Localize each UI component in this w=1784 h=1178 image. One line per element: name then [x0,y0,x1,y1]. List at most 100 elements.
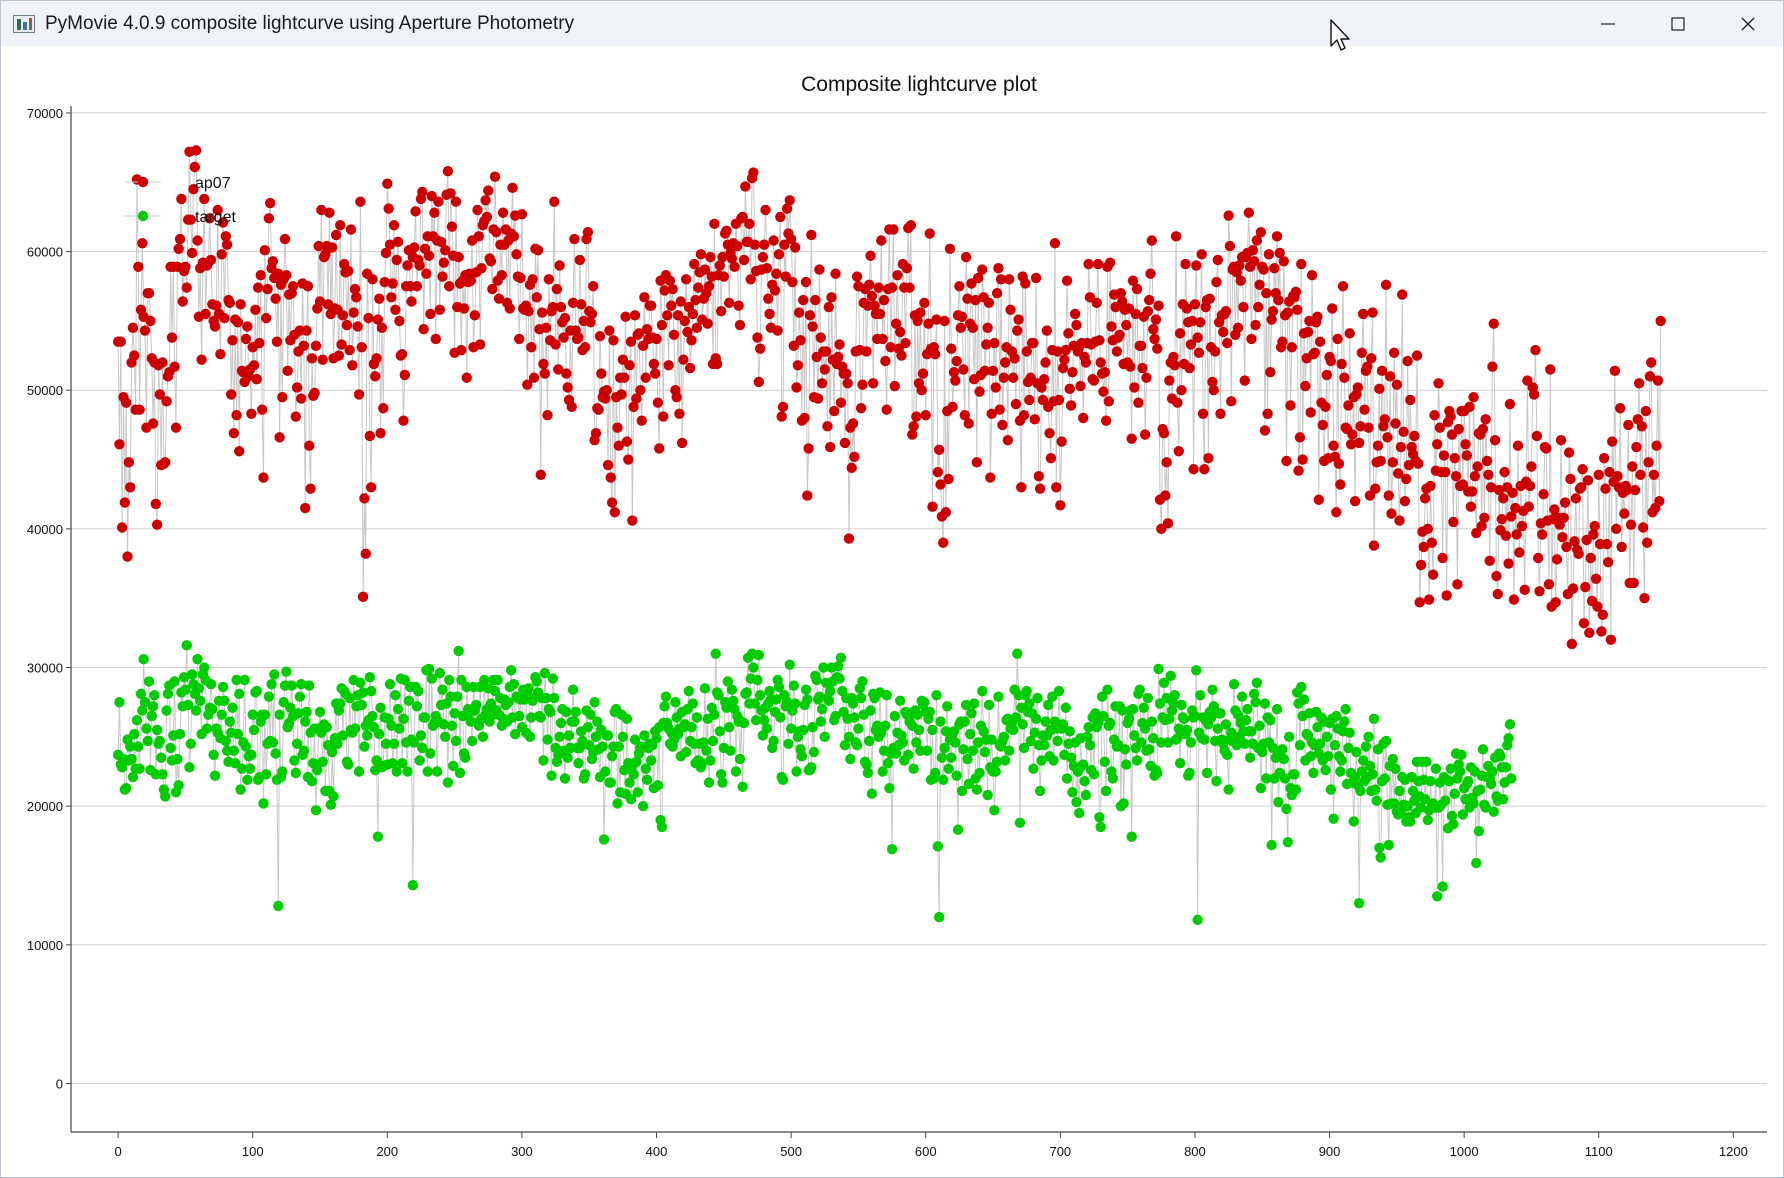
ap07-point [425,308,436,320]
ap07-point [979,365,991,377]
target-point [849,712,860,723]
ap07-point [352,321,363,332]
ap07-point [1262,408,1273,419]
ap07-point [985,472,996,483]
composite-lightcurve-plot[interactable]: Composite lightcurve plot 01000020000300… [1,46,1784,1177]
ap07-point [1600,483,1611,494]
ap07-point [822,421,833,432]
ap07-point [1623,419,1634,431]
target-point [986,734,997,745]
ap07-point [414,260,425,271]
target-point [186,669,198,680]
target-point [409,737,420,748]
ap07-point [356,342,367,353]
target-point [431,766,443,777]
target-point [1172,733,1183,744]
target-point [246,749,257,761]
ap07-point [134,404,145,415]
ap07-point [1247,244,1259,256]
target-point [1240,715,1252,726]
ap07-point [675,296,686,307]
ap07-point [1441,590,1452,601]
ap07-point [892,269,903,281]
ap07-point [562,382,573,393]
ap07-point [680,274,692,285]
target-point [295,678,307,690]
ap07-point [1570,493,1582,504]
ap07-point [133,261,144,273]
minimize-button[interactable] [1573,1,1643,46]
target-point [890,748,902,759]
ap07-point [115,336,127,347]
minimize-icon [1601,22,1615,25]
target-point [1239,738,1250,749]
target-point [375,702,386,713]
ap07-point [787,276,798,288]
ap07-point [476,263,487,274]
ap07-point [1305,407,1316,418]
ap07-point [795,335,806,346]
ap07-point [349,283,361,295]
ap07-point [1401,473,1412,485]
ap07-point [1286,342,1298,353]
target-point [165,742,176,754]
target-point [645,755,657,766]
ap07-point [932,466,944,478]
target-point [862,767,874,779]
target-point [1162,737,1174,748]
target-point [1236,691,1248,702]
ap07-point [295,393,307,404]
ap07-point [590,428,602,439]
target-point [1255,782,1267,794]
ap07-point [491,226,502,238]
title-bar[interactable]: PyMovie 4.0.9 composite lightcurve using… [1,1,1783,46]
data-points[interactable] [112,145,1666,926]
ap07-point [864,279,875,291]
close-button[interactable] [1713,1,1783,46]
target-point [768,735,779,747]
ap07-point [1356,347,1368,358]
ap07-point [1259,425,1271,436]
ap07-point [199,193,210,205]
ap07-point [990,382,1001,393]
ap07-point [234,446,245,457]
target-point [796,751,808,762]
ap07-point [1409,430,1420,442]
ap07-point [835,397,847,408]
ap07-point [410,206,421,217]
target-point [442,777,454,788]
target-point [597,741,608,752]
ap07-point [1337,281,1349,292]
target-point [231,674,242,686]
y-tick-label: 10000 [27,938,63,953]
ap07-point [1592,601,1603,612]
legend-marker [137,176,149,188]
ap07-point [380,247,392,259]
ap07-point [605,472,616,483]
target-point [207,703,218,715]
ap07-point [151,519,163,530]
ap07-point [931,314,942,325]
target-point [656,821,668,833]
target-point [1367,769,1378,780]
target-point [1024,698,1035,709]
ap07-point [221,239,233,250]
target-point [514,710,525,722]
maximize-button[interactable] [1643,1,1713,46]
target-point [857,676,868,687]
target-point [728,695,739,706]
ap07-point [217,217,229,228]
ap07-point [310,340,322,352]
ap07-point [160,457,171,468]
ap07-point [737,211,748,223]
mouse-cursor-icon [1330,19,1350,51]
ap07-point [1306,269,1318,281]
target-point [1371,795,1382,806]
ap07-point [1573,548,1584,560]
target-point [162,688,174,700]
ap07-point [1325,355,1337,367]
target-point [919,696,930,708]
target-point [422,766,433,777]
target-point [1298,694,1310,705]
ap07-point [1411,350,1423,361]
